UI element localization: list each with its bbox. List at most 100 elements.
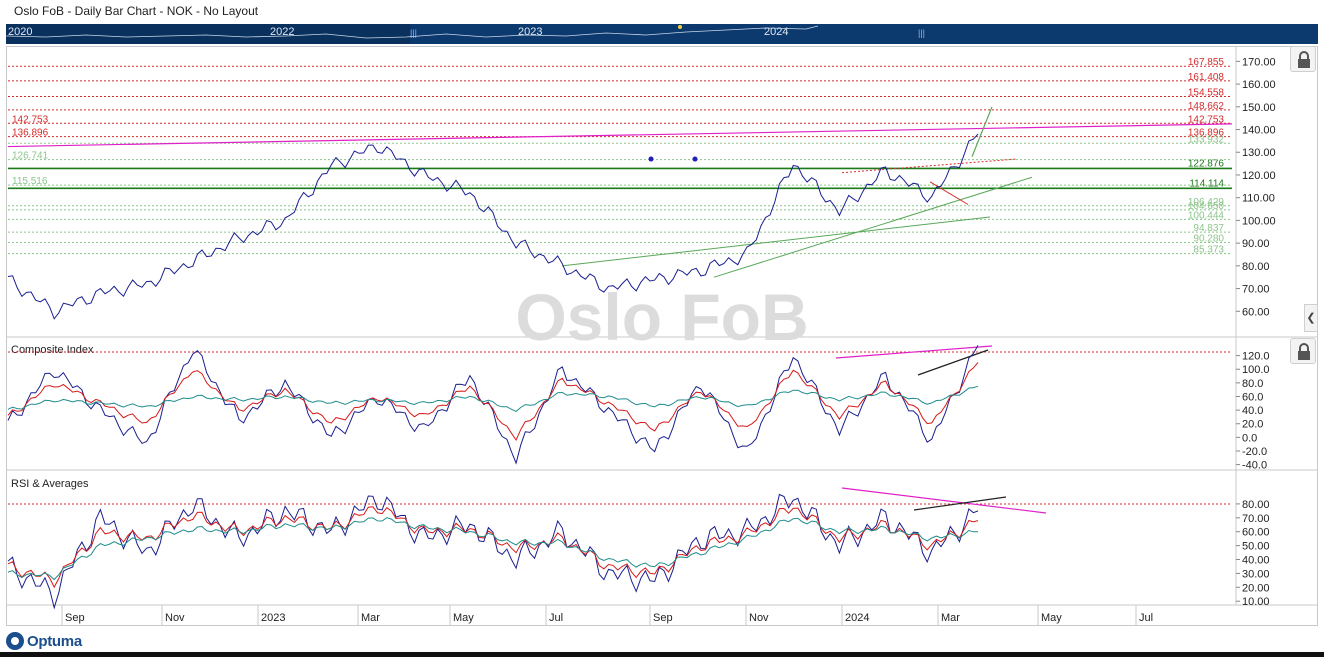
green-trendline: [561, 216, 991, 267]
y-tick-label: 150.00: [1242, 102, 1276, 114]
watermark: Oslo FoB: [515, 280, 808, 354]
price-level-label: 154.558: [1188, 87, 1225, 98]
panel-label-rsi: RSI & Averages: [11, 478, 89, 490]
x-tick-label: Sep: [65, 612, 85, 624]
marker-dot: [692, 156, 698, 162]
x-tick-label: Jul: [549, 612, 563, 624]
y-tick-label: -40.0: [1242, 460, 1267, 472]
y-tick-label: 140.00: [1242, 125, 1276, 137]
chevron-left-icon: ❮: [1306, 312, 1316, 324]
y-tick-label: 120.0: [1242, 351, 1270, 363]
y-tick-label: 20.00: [1242, 582, 1270, 594]
x-tick-label: Mar: [361, 612, 380, 624]
x-tick-label: Nov: [165, 612, 185, 624]
chart-frame: [6, 46, 1318, 626]
y-tick-label: 50.00: [1242, 541, 1270, 553]
x-tick-label: Nov: [749, 612, 769, 624]
trendlines: [7, 106, 1233, 514]
y-tick-label: 160.00: [1242, 79, 1276, 91]
axes-layer: 170.00 160.00 150.00 140.00 130.00 120.00 110.…: [61, 56, 1276, 626]
price-level-label: 115.516: [12, 176, 48, 187]
rsi-series-line: [7, 517, 979, 581]
timeline-handle-left[interactable]: |||: [410, 28, 418, 38]
y-tick-label: 20.0: [1242, 419, 1263, 431]
price-level-label: 133.932: [1188, 134, 1225, 145]
price-level-label: 85.373: [1193, 245, 1224, 256]
y-tick-label: 60.0: [1242, 391, 1263, 403]
logo-text: Optuma: [27, 632, 82, 650]
y-tick-label: 70.00: [1242, 513, 1270, 525]
pink-trendline: [7, 123, 1233, 148]
y-tick-label: 120.00: [1242, 170, 1276, 182]
y-tick-label: 170.00: [1242, 56, 1276, 68]
x-tick-label: May: [1041, 612, 1062, 624]
price-level-label: 136.896: [12, 128, 49, 139]
logo: Optuma: [6, 630, 82, 652]
price-level-label: 126.741: [12, 151, 49, 162]
y-tick-label: 40.0: [1242, 405, 1263, 417]
x-tick-label: 2024: [845, 612, 869, 624]
price-level-label: 114.114: [1189, 178, 1224, 189]
price-level-label: 142.753: [1188, 114, 1225, 125]
series-layer: [7, 133, 979, 610]
price-level-label: 90.280: [1193, 233, 1224, 244]
price-level-label: 148.662: [1188, 101, 1225, 112]
price-level-label: 104.650: [1188, 201, 1225, 212]
rsi-series-line: [7, 506, 979, 589]
y-tick-label: 110.00: [1242, 193, 1275, 205]
y-tick-label: 130.00: [1242, 147, 1276, 159]
timeline-selection[interactable]: [6, 24, 410, 44]
panel-label-composite: Composite Index: [11, 344, 94, 356]
y-tick-label: -20.0: [1242, 446, 1267, 458]
y-tick-label: 100.0: [1242, 364, 1270, 376]
window-title: Oslo FoB - Daily Bar Chart - NOK - No La…: [14, 4, 259, 18]
rsi-black-trendline: [913, 496, 1007, 511]
y-tick-label: 40.00: [1242, 555, 1270, 567]
lock-icon: [1298, 343, 1310, 360]
rsi-pink-trendline: [841, 487, 1047, 514]
green-trendline: [713, 176, 1033, 278]
y-tick-label: 100.00: [1242, 215, 1276, 227]
price-level-label: 106.429: [1188, 197, 1225, 208]
green-trendline: [971, 106, 993, 158]
y-tick-label: 80.0: [1242, 378, 1263, 390]
x-tick-label: Jul: [1139, 612, 1153, 624]
price-level-label: 136.896: [1188, 128, 1225, 139]
timeline-handle-right[interactable]: |||: [918, 28, 926, 38]
y-tick-label: 0.0: [1242, 432, 1257, 444]
optuma-logo-icon: [6, 632, 24, 650]
lock-icon: [1298, 51, 1310, 68]
red-dashed-trendline: [841, 158, 1017, 174]
timeline-year-label: 2020: [8, 26, 33, 38]
price-level-label: 94.837: [1193, 223, 1224, 234]
price-level-label: 122.876: [1188, 158, 1225, 169]
lock-button[interactable]: [1290, 46, 1316, 72]
x-tick-label: Mar: [941, 612, 960, 624]
y-tick-label: 10.00: [1242, 596, 1270, 608]
price-level-label: 100.444: [1188, 210, 1225, 221]
timeline-sparkline: [6, 25, 819, 39]
lock-button[interactable]: [1290, 338, 1316, 364]
red-trendline: [929, 181, 969, 205]
y-tick-label: 60.00: [1242, 306, 1270, 318]
composite-series-line: [7, 345, 979, 465]
timeline-navigator[interactable]: 2020 2022 2023 2024 ||| |||: [6, 24, 1318, 44]
collapse-panel-button[interactable]: ❮: [1304, 304, 1318, 332]
price-level-label: 161.408: [1188, 72, 1225, 83]
y-tick-label: 30.00: [1242, 568, 1270, 580]
price-level-label: 142.753: [12, 114, 49, 125]
composite-series-line: [7, 385, 979, 412]
y-tick-label: 60.00: [1242, 527, 1270, 539]
rsi-series-line: [7, 493, 979, 610]
y-tick-label: 80.00: [1242, 499, 1270, 511]
x-tick-label: 2023: [261, 612, 285, 624]
x-tick-label: Sep: [653, 612, 673, 624]
y-tick-label: 80.00: [1242, 261, 1270, 273]
price-series-line: [7, 133, 979, 320]
bottom-bar: [0, 652, 1324, 657]
y-tick-label: 90.00: [1242, 238, 1270, 250]
marker-dot: [648, 156, 654, 162]
composite-black-trendline: [917, 349, 989, 376]
horizontal-levels: 167.855 161.408 154.558 148.662 142.753 136.8…: [8, 57, 1232, 505]
